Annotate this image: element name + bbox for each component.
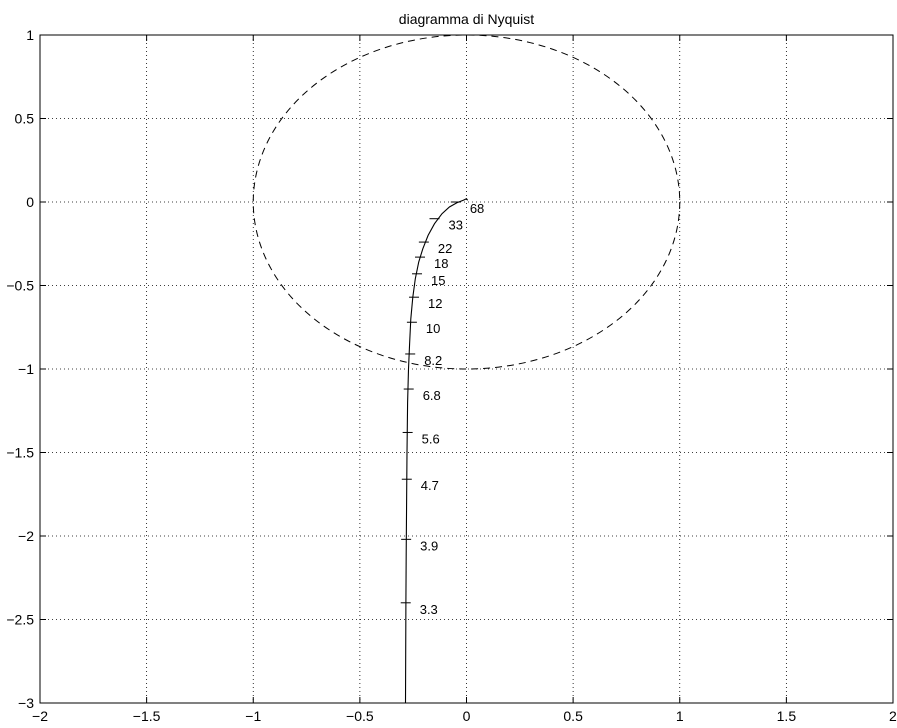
y-tick-label: −1 [18,361,34,377]
frequency-label: 3.9 [420,538,438,553]
frequency-label: 4.7 [421,478,439,493]
nyquist-curve [404,197,469,704]
x-tick-label: 0.5 [563,708,583,724]
x-tick-label: 2 [889,708,897,724]
x-tick-label: 1 [676,708,684,724]
frequency-label: 5.6 [422,431,440,446]
chart-title: diagramma di Nyquist [399,11,534,27]
x-tick-label: −0.5 [346,708,374,724]
frequency-label: 22 [438,241,452,256]
axis-ticks: −2 −1.5 −1 −0.5 0 0.5 1 1.5 2 −3 −2.5 −2 −1.5 −1 −0.5 0… [6,27,897,724]
frequency-label: 68 [470,201,484,216]
frequency-label: 6.8 [423,388,441,403]
y-tick-label: 0.5 [15,111,35,127]
frequency-label: 12 [428,296,442,311]
y-tick-label: −1.5 [6,445,34,461]
frequency-label: 18 [434,256,448,271]
nyquist-curve-layer [404,197,469,704]
x-tick-label: 0 [463,708,471,724]
frequency-label: 8.2 [424,353,442,368]
y-tick-label: −2.5 [6,612,34,628]
frequency-label: 15 [431,273,445,288]
y-tick-label: 1 [26,27,34,43]
unit-circle [252,34,681,370]
x-tick-label: 1.5 [777,708,797,724]
y-tick-label: −0.5 [6,278,34,294]
x-tick-label: −1 [245,708,261,724]
y-tick-label: −2 [18,528,34,544]
frequency-label: 10 [426,321,440,336]
x-tick-label: −2 [32,708,48,724]
y-tick-label: −3 [18,695,34,711]
frequency-label: 3.3 [420,602,438,617]
unit-circle-layer [252,34,681,370]
x-tick-label: −1.5 [133,708,161,724]
grid-lines [40,35,893,703]
y-tick-label: 0 [26,194,34,210]
frequency-label: 33 [449,218,463,233]
